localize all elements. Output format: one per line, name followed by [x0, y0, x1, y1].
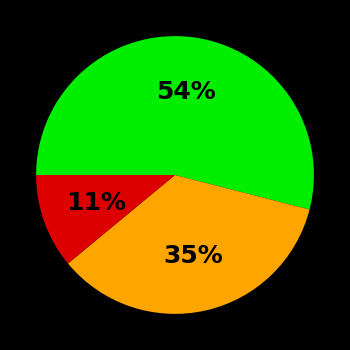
Text: 35%: 35%	[163, 244, 223, 268]
Wedge shape	[36, 175, 175, 264]
Wedge shape	[36, 36, 314, 210]
Text: 11%: 11%	[66, 191, 127, 215]
Text: 54%: 54%	[155, 80, 215, 104]
Wedge shape	[68, 175, 309, 314]
